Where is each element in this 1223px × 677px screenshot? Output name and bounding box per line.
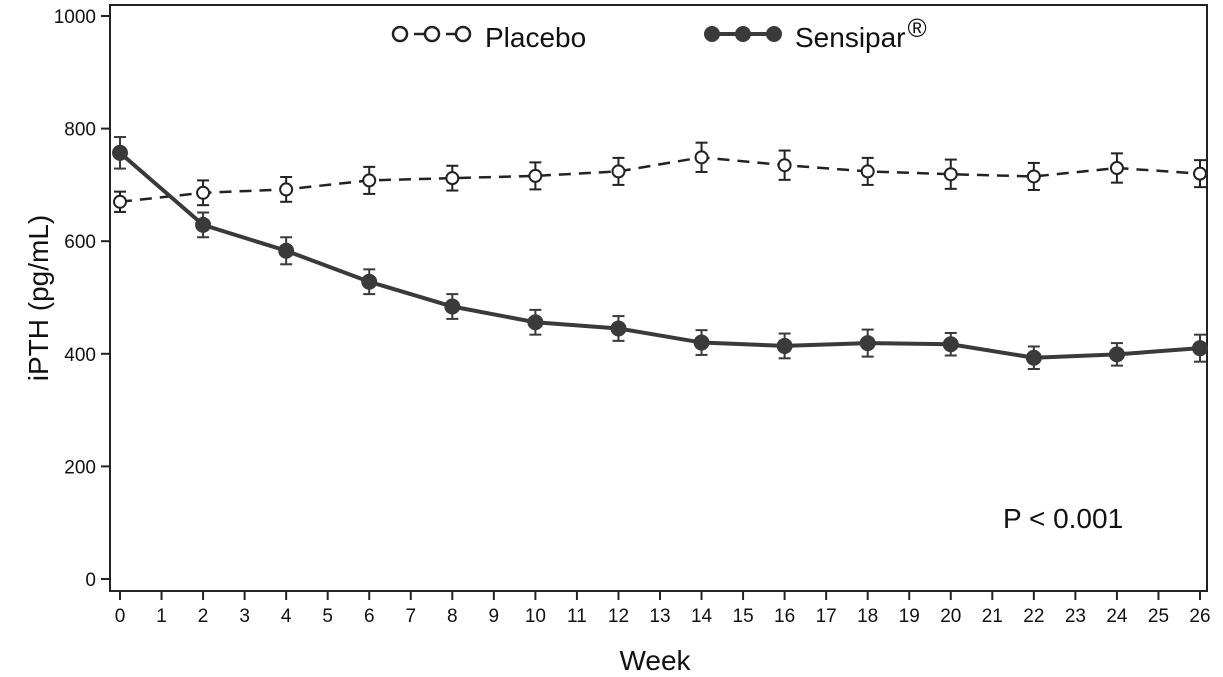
series-line-placebo: [119, 156, 1201, 204]
x-tick-label: 11: [567, 606, 587, 627]
x-tick-label: 19: [899, 606, 920, 627]
plot-frame: [109, 4, 1208, 592]
x-tick-label: 15: [733, 606, 754, 627]
x-tick-label: 17: [816, 606, 837, 627]
x-tick-label: 25: [1148, 606, 1169, 627]
legend-sensipar-registered-mark: ®: [908, 13, 927, 43]
y-tick-label: 600: [64, 232, 96, 253]
x-tick-label: 10: [525, 606, 546, 627]
data-point: [776, 337, 793, 354]
legend-placebo-dot: [454, 25, 472, 43]
x-axis: 0 1 2 3 4 5 6 7 8 9 10 11 12 13 14 15 16 17 18 19 20 21 22 23 24…: [115, 591, 1211, 627]
data-point: [611, 164, 626, 179]
legend: Placebo Sensipar®: [391, 13, 927, 53]
series-line-sensipar: [118, 151, 1201, 360]
series-placebo: [113, 141, 1207, 213]
legend-placebo-label: Placebo: [485, 22, 586, 53]
data-point: [1109, 161, 1124, 176]
data-point: [112, 144, 128, 161]
data-point: [113, 194, 127, 209]
series-layer: [112, 136, 1208, 371]
x-tick-label: 4: [281, 606, 292, 627]
data-point: [1193, 166, 1207, 181]
data-point: [694, 150, 709, 165]
x-tick-label: 13: [649, 606, 670, 627]
series-sensipar: [112, 136, 1208, 371]
x-tick-label: 5: [322, 606, 333, 627]
data-point: [860, 164, 875, 179]
x-tick-label: 1: [156, 606, 167, 627]
x-tick-label: 6: [364, 606, 375, 627]
data-point: [610, 320, 627, 337]
data-point: [943, 167, 958, 182]
y-tick-label: 0: [85, 570, 96, 591]
x-tick-label: 24: [1106, 606, 1128, 627]
legend-sensipar-name: Sensipar: [795, 22, 906, 53]
x-tick-label: 12: [608, 606, 629, 627]
legend-sensipar-dot: [766, 26, 782, 42]
data-point: [278, 242, 295, 259]
p-value-annotation: P < 0.001: [1003, 503, 1123, 534]
y-tick-label: 200: [64, 457, 96, 478]
x-tick-label: 8: [447, 606, 458, 627]
data-point: [445, 171, 460, 186]
x-tick-label: 23: [1065, 606, 1086, 627]
data-point: [195, 216, 212, 233]
x-tick-label: 9: [489, 606, 500, 627]
x-tick-label: 18: [857, 606, 878, 627]
y-axis-title: iPTH (pg/mL): [23, 215, 54, 381]
legend-placebo-dot: [391, 25, 409, 43]
data-point: [362, 173, 377, 188]
y-tick-label: 800: [64, 120, 96, 141]
legend-sensipar-dot: [735, 26, 751, 42]
legend-sensipar-marker: [704, 26, 782, 42]
y-tick-label: 1000: [54, 7, 96, 28]
y-tick-label: 400: [64, 345, 96, 366]
x-tick-label: 3: [239, 606, 250, 627]
data-point: [942, 336, 959, 353]
data-point: [279, 182, 294, 197]
data-point: [528, 168, 543, 183]
legend-sensipar-dot: [704, 26, 720, 42]
x-tick-label: 0: [115, 606, 126, 627]
data-point: [1192, 340, 1208, 357]
data-point: [196, 185, 211, 200]
data-point: [361, 273, 378, 290]
legend-sensipar-label: Sensipar®: [795, 13, 927, 53]
data-point: [1026, 169, 1041, 184]
x-tick-label: 21: [982, 606, 1003, 627]
data-point: [527, 314, 544, 331]
x-tick-label: 26: [1189, 606, 1210, 627]
x-axis-title: Week: [619, 645, 691, 676]
x-tick-label: 22: [1023, 606, 1044, 627]
x-tick-label: 14: [691, 606, 713, 627]
x-tick-label: 7: [405, 606, 416, 627]
x-tick-label: 2: [198, 606, 209, 627]
x-tick-label: 16: [774, 606, 795, 627]
legend-placebo-dot: [423, 25, 441, 43]
data-point: [859, 335, 876, 352]
data-point: [1025, 349, 1042, 366]
y-axis: 0 200 400 600 800 1000: [54, 7, 110, 591]
data-point: [777, 158, 792, 173]
legend-placebo-marker: [391, 25, 472, 43]
x-tick-label: 20: [940, 606, 961, 627]
data-point: [1108, 346, 1125, 363]
data-point: [444, 298, 461, 315]
data-point: [693, 334, 710, 351]
